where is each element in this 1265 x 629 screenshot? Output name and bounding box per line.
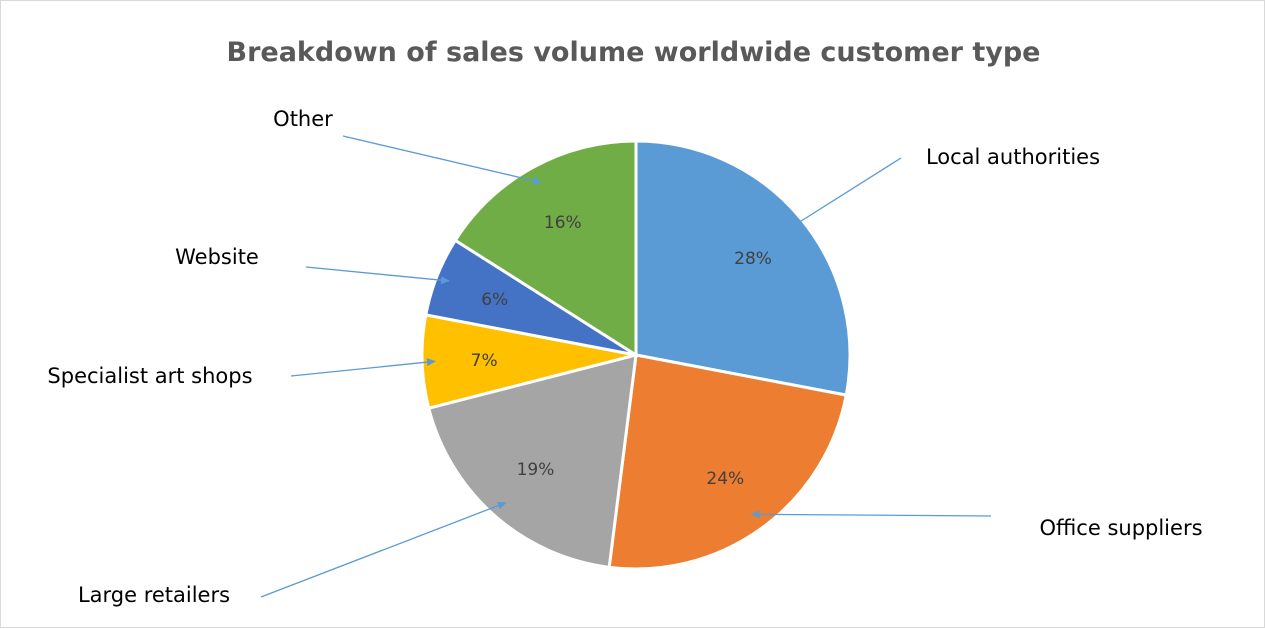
category-label-local-authorities: Local authorities [926,145,1100,169]
chart-title: Breakdown of sales volume worldwide cust… [226,37,1041,68]
leader-line-other [342,135,543,185]
leader-lines [260,135,992,598]
pie-slice-other [453,139,638,358]
category-label-website: Website [175,245,259,269]
leader-line-website [305,266,450,285]
data-label-local-authorities: 28% [734,249,772,269]
category-label-large-retailers: Large retailers [78,583,230,607]
data-label-specialist-art-shops: 7% [471,351,498,371]
pie-slices [420,139,852,571]
category-labels: Local authorities Office suppliers Large r… [47,107,1202,607]
pie-slice-office-suppliers [607,353,848,571]
data-label-other: 16% [544,213,582,233]
leader-line-large-retailers [260,501,507,598]
data-label-website: 6% [481,290,508,310]
pie-slice-large-retailers [426,352,638,569]
leader-line-local-authorities [786,157,902,231]
data-label-office-suppliers: 24% [706,469,744,489]
data-labels: 28% 24% 19% 7% 6% 16% [471,213,772,489]
leader-line-specialist-art-shops [290,358,436,377]
category-label-office-suppliers: Office suppliers [1039,516,1202,540]
leader-line-office-suppliers [750,510,992,519]
category-label-other: Other [273,107,333,131]
data-label-large-retailers: 19% [517,460,555,480]
category-label-specialist-art-shops: Specialist art shops [47,364,252,388]
pie-slice-local-authorities [634,139,852,397]
